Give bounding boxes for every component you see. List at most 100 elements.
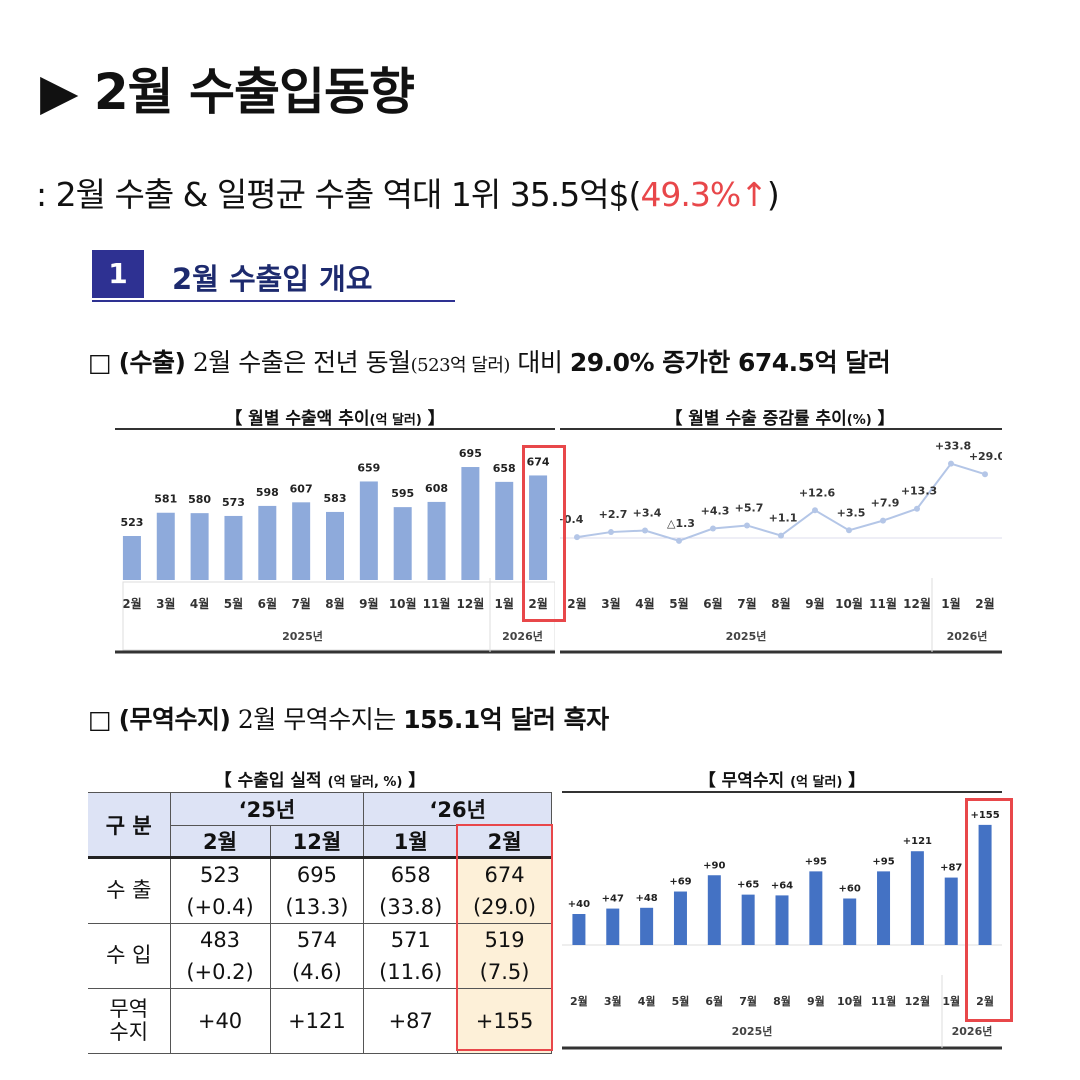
data-label: +95 xyxy=(872,856,894,867)
table-row: 수 출 523 (+0.4) 695 (13.3) 658 (33.8) 674 (29.0) xyxy=(88,857,552,924)
data-label: +95 xyxy=(805,856,827,867)
cell-value: 658 xyxy=(390,863,431,887)
row-label: 수 출 xyxy=(88,857,171,924)
bar xyxy=(910,851,924,945)
table-cell: +155 xyxy=(457,988,552,1054)
corner-cell: 구 분 xyxy=(88,792,171,858)
data-label: 674 xyxy=(527,455,550,468)
checkbox-icon: □ xyxy=(88,705,112,734)
x-tick-label: 8월 xyxy=(325,596,344,611)
cell-value: 523 xyxy=(199,863,241,887)
data-label: +3.4 xyxy=(633,507,662,520)
bar xyxy=(190,513,209,580)
data-point xyxy=(574,534,580,541)
x-tick-label: 2월 xyxy=(528,596,547,611)
title-unit: (%) xyxy=(846,413,872,428)
section-number: 1 xyxy=(92,250,144,298)
x-tick-label: 11월 xyxy=(423,596,451,611)
x-tick-label: 3월 xyxy=(604,994,622,1008)
data-label: +40 xyxy=(568,899,590,910)
bar xyxy=(640,907,654,945)
title-text: 【 무역수지 xyxy=(698,771,785,791)
data-label: 581 xyxy=(154,493,177,506)
subtitle-text: : 2월 수출 & 일평균 수출 역대 1위 35.5억$( xyxy=(36,175,641,214)
data-label: 580 xyxy=(188,493,211,506)
bar xyxy=(944,877,958,945)
data-label: +121 xyxy=(903,836,932,847)
data-label: +60 xyxy=(839,884,861,895)
row-label: 수 입 xyxy=(88,923,171,989)
title-end: 】 xyxy=(842,771,866,791)
data-label: +87 xyxy=(940,863,962,874)
series-line xyxy=(576,462,986,542)
x-tick-label: 6월 xyxy=(705,994,723,1008)
month-header: 12월 xyxy=(269,825,365,858)
data-label: +69 xyxy=(669,877,691,888)
page-title: ▶ 2월 수출입동향 xyxy=(40,63,415,121)
table-cell: +121 xyxy=(269,988,365,1054)
chart3-title: 【 무역수지 (억 달러) 】 xyxy=(562,766,1002,791)
bar xyxy=(877,871,891,945)
bar xyxy=(258,505,277,580)
highlight-box xyxy=(965,798,1013,1022)
title-unit: (억 달러) xyxy=(369,413,422,428)
bar xyxy=(427,501,446,580)
data-point xyxy=(642,527,648,534)
table-cell: +40 xyxy=(169,988,271,1054)
cell-value: +87 xyxy=(388,1009,433,1033)
bar xyxy=(707,875,721,945)
cell-value: 483 xyxy=(199,928,241,952)
data-label: 595 xyxy=(391,487,414,500)
bar xyxy=(224,515,243,580)
title-end: 】 xyxy=(871,409,895,429)
cell-value: 695 xyxy=(296,863,337,887)
x-tick-label: 3월 xyxy=(156,596,175,611)
x-tick-label: 7월 xyxy=(291,596,310,611)
data-point xyxy=(982,471,988,478)
data-label: 573 xyxy=(222,496,245,509)
data-label: +7.9 xyxy=(871,497,900,510)
bar xyxy=(606,908,620,945)
cell-change: (+0.4) xyxy=(186,895,254,919)
x-tick-label: 9월 xyxy=(805,596,824,611)
trade-balance-chart: 2월 3월 4월 5월 6월 7월 8월 9월 10월 11월 12월 1월 2월 2025년 2026년 +… xyxy=(562,791,1002,1050)
data-label: +12.6 xyxy=(799,486,836,499)
data-label: +33.8 xyxy=(935,440,971,453)
title-end: 】 xyxy=(421,409,445,429)
data-label: +3.5 xyxy=(837,506,866,519)
bar xyxy=(326,511,344,580)
x-tick-label: 5월 xyxy=(669,596,688,611)
axis-box xyxy=(122,581,555,651)
group-label: 2025년 xyxy=(726,629,767,643)
highlight-box xyxy=(456,824,553,1051)
chart1-title: 【 월별 수출액 추이(억 달러) 】 xyxy=(115,404,555,429)
x-tick-label: 2월 xyxy=(567,596,586,611)
table-row: 무역 수지 +40 +121 +87 +155 xyxy=(88,988,552,1054)
bar xyxy=(122,536,141,580)
data-point xyxy=(710,525,716,532)
x-tick-label: 2월 xyxy=(975,596,994,611)
x-tick-label: 9월 xyxy=(807,994,825,1008)
cell-change: (33.8) xyxy=(379,895,443,919)
data-point xyxy=(744,522,750,529)
x-tick-label: 6월 xyxy=(703,596,722,611)
export-text: 2월 수출은 전년 동월 xyxy=(185,348,411,377)
subtitle: : 2월 수출 & 일평균 수출 역대 1위 35.5억$(49.3%↑) xyxy=(36,168,780,216)
balance-summary: □ (무역수지) 2월 무역수지는 155.1억 달러 흑자 xyxy=(88,700,609,736)
data-label: +90 xyxy=(703,860,725,871)
x-tick-label: 9월 xyxy=(359,596,378,611)
bar xyxy=(292,502,311,580)
table-cell: 695 (13.3) xyxy=(269,857,365,924)
data-point xyxy=(880,517,886,524)
data-label: +29.0 xyxy=(969,450,1002,463)
cell-value: 571 xyxy=(390,928,431,952)
x-tick-label: 5월 xyxy=(672,994,690,1008)
x-tick-label: 2월 xyxy=(570,994,588,1008)
x-tick-label: 1월 xyxy=(942,994,960,1008)
export-growth-chart: 2월 3월 4월 5월 6월 7월 8월 9월 10월 11월 12월 1월 2월 2025년 2026년 +… xyxy=(560,428,1002,654)
highlight-box xyxy=(522,445,566,622)
group-label: 2026년 xyxy=(952,1024,993,1038)
table-cell: 519 (7.5) xyxy=(457,923,552,989)
x-tick-label: 11월 xyxy=(871,994,896,1008)
bar xyxy=(156,512,175,580)
